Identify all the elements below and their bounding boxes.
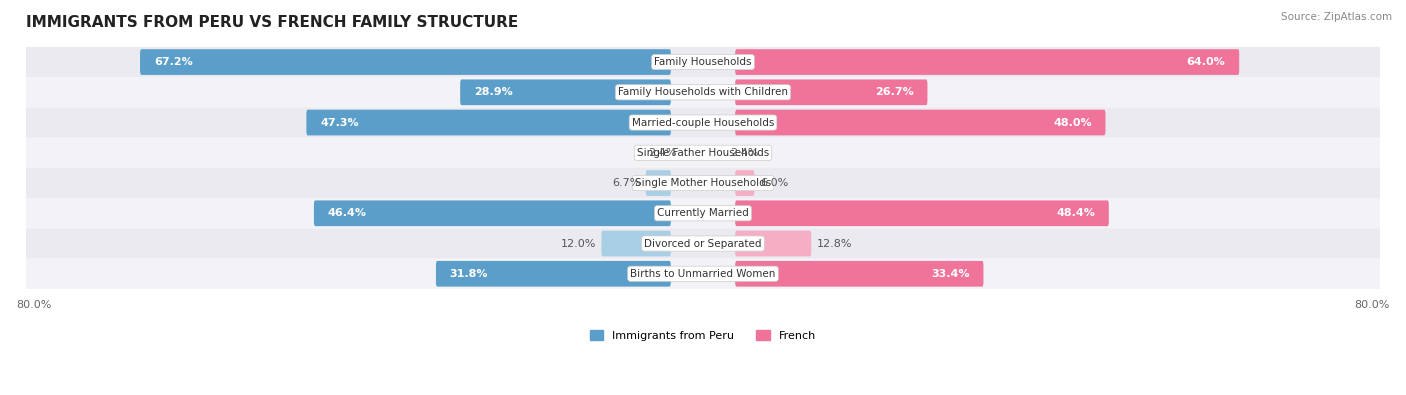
Text: 2.4%: 2.4% xyxy=(648,148,676,158)
FancyBboxPatch shape xyxy=(25,198,1381,228)
Text: Married-couple Households: Married-couple Households xyxy=(631,118,775,128)
Text: 26.7%: 26.7% xyxy=(875,87,914,97)
Text: Family Households with Children: Family Households with Children xyxy=(619,87,787,97)
FancyBboxPatch shape xyxy=(602,231,671,256)
Text: 2.4%: 2.4% xyxy=(730,148,758,158)
Text: Currently Married: Currently Married xyxy=(657,208,749,218)
Text: 47.3%: 47.3% xyxy=(321,118,359,128)
Text: 67.2%: 67.2% xyxy=(153,57,193,67)
FancyBboxPatch shape xyxy=(735,170,755,196)
FancyBboxPatch shape xyxy=(307,110,671,135)
FancyBboxPatch shape xyxy=(436,261,671,287)
Text: 6.0%: 6.0% xyxy=(759,178,789,188)
Text: 31.8%: 31.8% xyxy=(450,269,488,279)
Text: 6.7%: 6.7% xyxy=(612,178,640,188)
FancyBboxPatch shape xyxy=(25,47,1381,77)
Text: IMMIGRANTS FROM PERU VS FRENCH FAMILY STRUCTURE: IMMIGRANTS FROM PERU VS FRENCH FAMILY ST… xyxy=(25,15,519,30)
Text: Source: ZipAtlas.com: Source: ZipAtlas.com xyxy=(1281,12,1392,22)
FancyBboxPatch shape xyxy=(25,259,1381,289)
FancyBboxPatch shape xyxy=(735,231,811,256)
Text: Single Mother Households: Single Mother Households xyxy=(636,178,770,188)
Text: 28.9%: 28.9% xyxy=(474,87,513,97)
Text: 46.4%: 46.4% xyxy=(328,208,367,218)
FancyBboxPatch shape xyxy=(25,228,1381,259)
FancyBboxPatch shape xyxy=(735,79,928,105)
Text: 12.8%: 12.8% xyxy=(817,239,852,248)
FancyBboxPatch shape xyxy=(25,168,1381,198)
FancyBboxPatch shape xyxy=(25,138,1381,168)
FancyBboxPatch shape xyxy=(645,170,671,196)
FancyBboxPatch shape xyxy=(735,110,1105,135)
Text: Divorced or Separated: Divorced or Separated xyxy=(644,239,762,248)
Text: 48.4%: 48.4% xyxy=(1056,208,1095,218)
Text: 33.4%: 33.4% xyxy=(931,269,970,279)
Text: 64.0%: 64.0% xyxy=(1187,57,1226,67)
FancyBboxPatch shape xyxy=(735,261,983,287)
FancyBboxPatch shape xyxy=(735,200,1109,226)
Legend: Immigrants from Peru, French: Immigrants from Peru, French xyxy=(585,326,821,345)
Text: 12.0%: 12.0% xyxy=(561,239,596,248)
FancyBboxPatch shape xyxy=(314,200,671,226)
FancyBboxPatch shape xyxy=(460,79,671,105)
Text: Single Father Households: Single Father Households xyxy=(637,148,769,158)
FancyBboxPatch shape xyxy=(141,49,671,75)
FancyBboxPatch shape xyxy=(25,107,1381,138)
Text: Births to Unmarried Women: Births to Unmarried Women xyxy=(630,269,776,279)
FancyBboxPatch shape xyxy=(25,77,1381,107)
FancyBboxPatch shape xyxy=(735,49,1239,75)
Text: Family Households: Family Households xyxy=(654,57,752,67)
Text: 48.0%: 48.0% xyxy=(1053,118,1091,128)
